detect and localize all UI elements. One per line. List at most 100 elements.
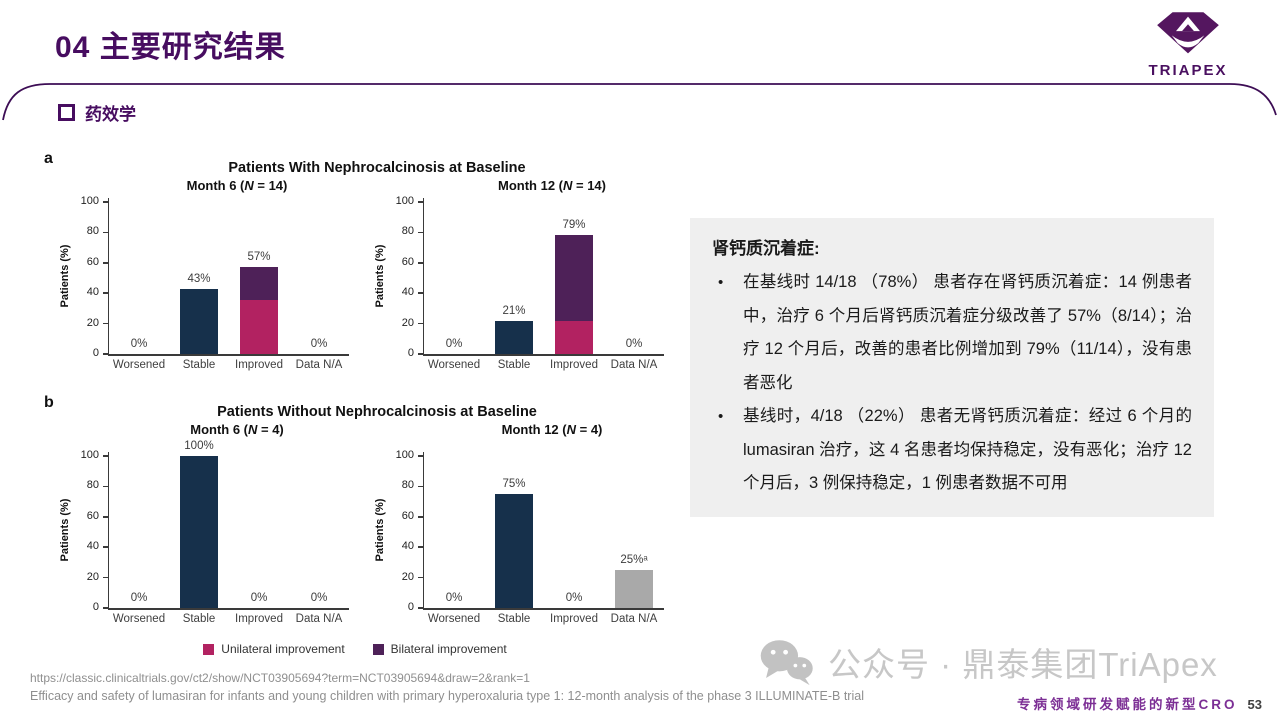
y-tick-mark xyxy=(417,546,423,548)
textbox-bullet-list: 在基线时 14/18 （78%） 患者存在肾钙质沉着症：14 例患者中，治疗 6… xyxy=(712,266,1192,501)
x-category-label: Data N/A xyxy=(295,613,343,625)
x-category-label: Worsened xyxy=(427,359,481,371)
y-tick-mark xyxy=(417,201,423,203)
y-tick-label: 20 xyxy=(86,570,99,583)
x-category-label: Stable xyxy=(497,359,531,371)
legend-label: Unilateral improvement xyxy=(221,642,345,656)
x-category-label: Improved xyxy=(550,359,598,371)
y-axis-label: Patients (%) xyxy=(374,244,386,308)
y-axis-line xyxy=(422,198,424,354)
panel-letter: a xyxy=(44,150,53,167)
bar-value-label: 0% xyxy=(565,592,583,604)
nephrocalcinosis-figure: a Patients With Nephrocalcinosis at Basel… xyxy=(40,148,670,668)
y-tick-label: 0 xyxy=(92,347,99,359)
bar-value-label: 0% xyxy=(445,338,463,350)
y-tick-mark xyxy=(417,231,423,234)
y-tick-mark xyxy=(102,353,108,355)
x-axis-line xyxy=(107,354,349,356)
legend-item: Bilateral improvement xyxy=(372,642,507,656)
y-tick-mark xyxy=(417,516,423,518)
y-tick-label: 20 xyxy=(401,316,414,329)
bar-value-label: 0% xyxy=(310,338,328,350)
section-label: 药效学 xyxy=(85,105,136,124)
y-tick-mark xyxy=(417,607,423,609)
bar-value-label: 21% xyxy=(502,305,526,318)
textbox-heading: 肾钙质沉着症: xyxy=(712,239,820,258)
panel-letter: b xyxy=(44,394,54,411)
y-tick-label: 60 xyxy=(401,509,414,522)
bar-value-label: 0% xyxy=(250,592,268,604)
x-category-label: Stable xyxy=(182,613,216,625)
y-axis-line xyxy=(107,198,109,354)
y-tick-label: 100 xyxy=(395,449,414,461)
y-tick-mark xyxy=(102,485,108,488)
y-tick-mark xyxy=(417,353,423,355)
bar-segment-data-not-available xyxy=(615,570,653,608)
chart-title: Patients With Nephrocalcinosis at Baseli… xyxy=(228,160,526,176)
bar-segment-bilateral-improvement xyxy=(555,234,593,322)
y-axis-line xyxy=(107,452,109,608)
y-tick-label: 80 xyxy=(86,225,99,238)
wechat-watermark: 公众号 · 鼎泰集团TriApex xyxy=(758,638,1218,686)
section-bullet-square-icon xyxy=(58,104,75,121)
y-tick-mark xyxy=(102,516,108,518)
chart-subtitle: Month 6 (N = 4) xyxy=(190,422,284,437)
x-category-label: Improved xyxy=(550,613,598,625)
chart-legend: Unilateral improvement Bilateral improvem… xyxy=(40,642,670,656)
y-tick-label: 100 xyxy=(80,449,99,461)
y-tick-mark xyxy=(102,201,108,203)
bar-segment-unilateral-improvement xyxy=(555,321,593,354)
chart-subtitle: Month 12 (N = 4) xyxy=(501,422,603,437)
triapex-gem-icon xyxy=(1157,12,1219,54)
logo-wordmark: TRIAPEX xyxy=(1148,62,1228,79)
y-tick-label: 100 xyxy=(80,195,99,207)
footer-right: 专病领域研发赋能的新型CRO 53 xyxy=(1017,693,1262,713)
legend-swatch-icon xyxy=(203,643,215,655)
page-number: 53 xyxy=(1247,697,1262,712)
y-tick-label: 80 xyxy=(86,479,99,492)
textbox-bullet: 基线时，4/18 （22%） 患者无肾钙质沉着症：经过 6 个月的 lumasi… xyxy=(712,400,1192,501)
legend-label: Bilateral improvement xyxy=(390,642,507,656)
company-tagline: 专病领域研发赋能的新型CRO xyxy=(1017,697,1238,712)
y-tick-mark xyxy=(102,546,108,548)
citation-text: Efficacy and safety of lumasiran for inf… xyxy=(30,689,864,703)
y-tick-label: 20 xyxy=(401,570,414,583)
x-axis-line xyxy=(422,608,664,610)
bar-value-label: 25%ᵃ xyxy=(620,554,648,566)
summary-textbox: 肾钙质沉着症: 在基线时 14/18 （78%） 患者存在肾钙质沉着症：14 例… xyxy=(690,218,1214,517)
bar-value-label: 0% xyxy=(130,592,148,604)
y-axis-label: Patients (%) xyxy=(374,498,386,562)
x-category-label: Data N/A xyxy=(610,613,658,625)
x-category-label: Improved xyxy=(235,359,283,371)
y-tick-mark xyxy=(102,576,108,579)
x-category-label: Stable xyxy=(497,613,531,625)
chart-subtitle: Month 6 (N = 14) xyxy=(186,178,288,193)
y-tick-label: 100 xyxy=(395,195,414,207)
chart-subtitle: Month 12 (N = 14) xyxy=(498,178,606,193)
x-category-label: Worsened xyxy=(112,359,166,371)
y-tick-label: 60 xyxy=(86,255,99,268)
company-logo: TRIAPEX xyxy=(1138,8,1238,79)
bar-segment-stable xyxy=(495,321,533,354)
bar-value-label: 0% xyxy=(625,338,643,350)
header-divider-line xyxy=(2,83,1277,121)
bar-segment-bilateral-improvement xyxy=(240,267,278,300)
bar-value-label: 0% xyxy=(310,592,328,604)
y-axis-line xyxy=(422,452,424,608)
x-category-label: Data N/A xyxy=(295,359,343,371)
x-category-label: Data N/A xyxy=(610,359,658,371)
bar-value-label: 0% xyxy=(130,338,148,350)
y-tick-mark xyxy=(102,455,108,457)
y-tick-mark xyxy=(102,262,108,264)
bar-value-label: 100% xyxy=(184,440,214,452)
y-tick-mark xyxy=(102,322,108,325)
y-tick-mark xyxy=(417,262,423,264)
bar-value-label: 0% xyxy=(445,592,463,604)
y-axis-label: Patients (%) xyxy=(59,244,71,308)
y-tick-label: 0 xyxy=(92,601,99,613)
y-tick-mark xyxy=(102,231,108,234)
y-tick-mark xyxy=(102,292,108,294)
x-axis-line xyxy=(422,354,664,356)
bar-value-label: 79% xyxy=(562,218,586,231)
